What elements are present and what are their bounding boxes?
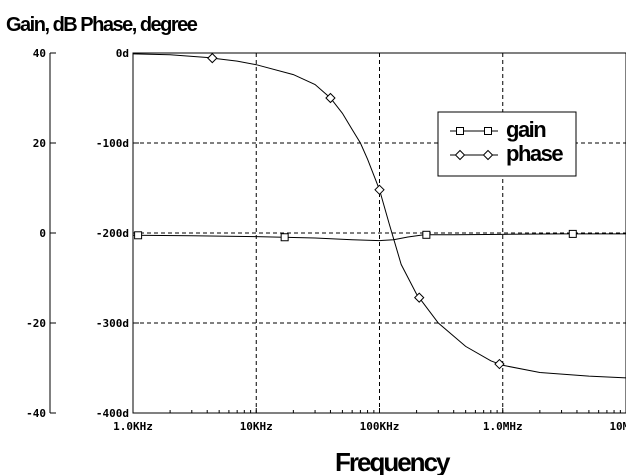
- x-tick-label: 10MHz: [609, 420, 626, 433]
- x-axis-label: Frequency: [335, 447, 451, 475]
- left-y-axis: 40 20 0 -20 -40: [26, 47, 56, 420]
- gain-series-marker: [422, 230, 431, 239]
- right-tick-label: -100d: [96, 137, 129, 150]
- left-tick-label: 40: [33, 47, 46, 60]
- phase-series-marker: [325, 92, 336, 104]
- left-tick-label: -40: [26, 407, 46, 420]
- legend-label: phase: [506, 141, 563, 166]
- x-axis: 1.0KHz 10KHz 100KHz 1.0MHz 10MHz: [113, 408, 626, 433]
- right-tick-label: -200d: [96, 227, 129, 240]
- right-y-axis: 0d -100d -200d -300d -400d: [96, 47, 139, 420]
- gain-series-marker: [568, 229, 577, 238]
- right-tick-label: -300d: [96, 317, 129, 330]
- grid-lines: [133, 53, 626, 413]
- phase-series-marker: [414, 292, 425, 303]
- right-tick-label: 0d: [116, 47, 129, 60]
- gain-series-marker: [280, 233, 289, 242]
- legend-box: [437, 111, 577, 177]
- right-tick-label: -400d: [96, 407, 129, 420]
- legend-marker: [454, 149, 466, 161]
- legend-label: gain: [506, 117, 546, 142]
- phase-series-line: [132, 53, 626, 379]
- legend-marker: [482, 149, 494, 161]
- x-tick-label: 10KHz: [240, 420, 273, 433]
- legend-marker: [484, 127, 492, 135]
- x-tick-label: 100KHz: [360, 420, 400, 433]
- legend-marker: [456, 127, 464, 135]
- x-tick-label: 1.0MHz: [483, 420, 523, 433]
- phase-series-marker: [374, 184, 385, 196]
- chart-title: Gain, dB Phase, degree: [6, 14, 198, 36]
- left-tick-label: -20: [26, 317, 46, 330]
- gain-series-marker: [134, 231, 143, 240]
- series-layer: [132, 52, 626, 379]
- left-tick-label: 20: [33, 137, 46, 150]
- x-tick-label: 1.0KHz: [113, 420, 153, 433]
- phase-series-marker: [494, 358, 505, 370]
- phase-series-marker: [207, 52, 218, 64]
- left-tick-label: 0: [39, 227, 46, 240]
